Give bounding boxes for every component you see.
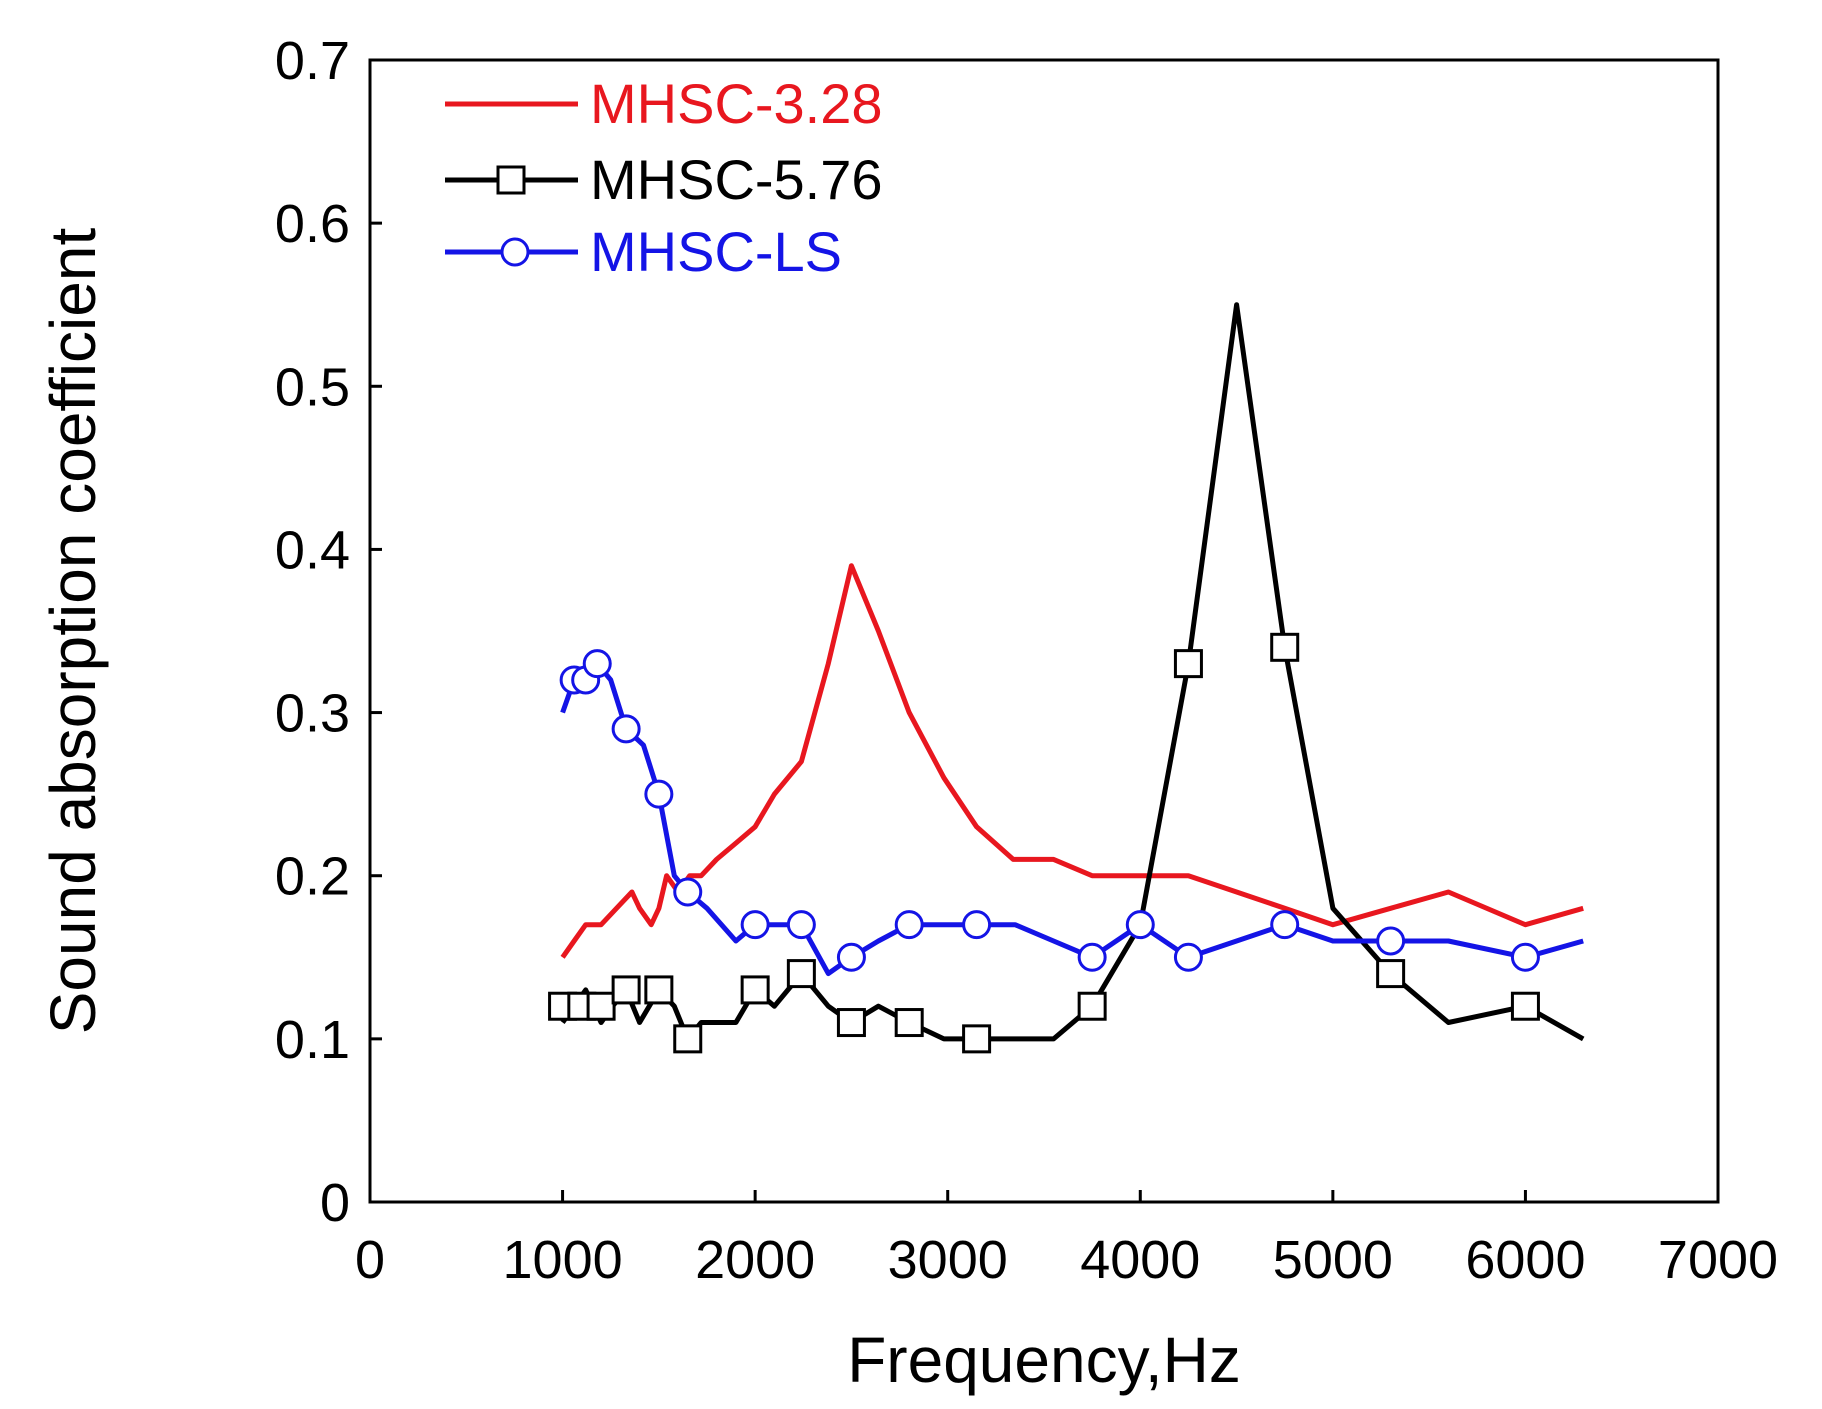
data-point-mhsc-ls [786, 910, 816, 940]
data-point-mhsc-5-76 [1173, 649, 1203, 679]
legend-marker-circle-icon [500, 237, 530, 267]
legend-label-mhsc-ls: MHSC-LS [590, 220, 842, 283]
data-point-mhsc-ls [611, 714, 641, 744]
series-line-mhsc-5-76 [560, 302, 1585, 1042]
x-axis-title: Frequency,Hz [847, 1324, 1241, 1396]
series-mhsc-ls [559, 649, 1584, 977]
data-point-mhsc-5-76 [786, 959, 816, 989]
y-tick-labels: 0 0.1 0.2 0.3 0.4 0.5 0.6 0.7 [275, 31, 350, 1233]
data-point-mhsc-5-76 [836, 1008, 866, 1038]
legend-item-mhsc-ls: MHSC-LS [445, 220, 842, 283]
data-point-mhsc-5-76 [1270, 632, 1300, 662]
y-tick-label: 0.7 [275, 31, 350, 91]
data-point-mhsc-5-76 [644, 975, 674, 1005]
data-point-mhsc-ls [1173, 942, 1203, 972]
x-tick-label: 5000 [1273, 1230, 1393, 1290]
data-point-mhsc-5-76 [673, 1024, 703, 1054]
data-point-mhsc-ls [1376, 926, 1406, 956]
y-tick-label: 0.3 [275, 684, 350, 744]
y-tick-label: 0.6 [275, 194, 350, 254]
plot-frame [368, 58, 1720, 1204]
data-point-mhsc-5-76 [1077, 991, 1107, 1021]
legend-label-mhsc-328: MHSC-3.28 [590, 72, 883, 135]
x-tick-labels: 0 1000 2000 3000 4000 5000 6000 7000 [355, 1230, 1778, 1290]
data-point-mhsc-ls [962, 910, 992, 940]
series-mhsc-5-76 [548, 302, 1585, 1054]
series-line-mhsc-ls [560, 661, 1584, 977]
legend: MHSC-3.28 MHSC-5.76 MHSC-LS [445, 72, 883, 283]
y-tick-label: 0.4 [275, 520, 350, 580]
data-point-mhsc-ls [894, 910, 924, 940]
data-point-mhsc-5-76 [740, 975, 770, 1005]
x-tick-label: 4000 [1080, 1230, 1200, 1290]
data-point-mhsc-ls [1510, 942, 1540, 972]
data-point-mhsc-5-76 [611, 975, 641, 1005]
x-tick-label: 6000 [1465, 1230, 1585, 1290]
data-point-mhsc-5-76 [1510, 991, 1540, 1021]
data-point-mhsc-ls [1125, 910, 1155, 940]
y-tick-label: 0.5 [275, 357, 350, 417]
data-point-mhsc-5-76 [962, 1024, 992, 1054]
data-point-mhsc-ls [1077, 942, 1107, 972]
axis-ticks [368, 58, 1720, 1204]
data-point-mhsc-ls [740, 910, 770, 940]
legend-marker-square-icon [496, 165, 526, 195]
data-point-mhsc-ls [836, 942, 866, 972]
series-layer [548, 302, 1585, 1054]
data-point-mhsc-ls [582, 649, 612, 679]
x-tick-label: 2000 [695, 1230, 815, 1290]
y-tick-label: 0.1 [275, 1010, 350, 1070]
x-tick-label: 1000 [503, 1230, 623, 1290]
legend-item-mhsc-328: MHSC-3.28 [445, 72, 883, 135]
y-tick-label: 0 [320, 1173, 350, 1233]
series-line-mhsc-3-28 [560, 563, 1584, 959]
data-point-mhsc-5-76 [1376, 959, 1406, 989]
x-tick-label: 7000 [1658, 1230, 1778, 1290]
x-tick-label: 0 [355, 1230, 385, 1290]
legend-label-mhsc-576: MHSC-5.76 [590, 148, 883, 211]
y-tick-label: 0.2 [275, 847, 350, 907]
x-tick-label: 3000 [888, 1230, 1008, 1290]
data-point-mhsc-ls [1270, 910, 1300, 940]
data-point-mhsc-ls [673, 877, 703, 907]
y-axis-title: Sound absorption coefficient [37, 228, 109, 1035]
data-point-mhsc-ls [644, 779, 674, 809]
data-point-mhsc-5-76 [894, 1008, 924, 1038]
series-mhsc-3-28 [560, 563, 1584, 959]
legend-item-mhsc-576: MHSC-5.76 [445, 148, 883, 211]
data-point-mhsc-5-76 [586, 991, 616, 1021]
